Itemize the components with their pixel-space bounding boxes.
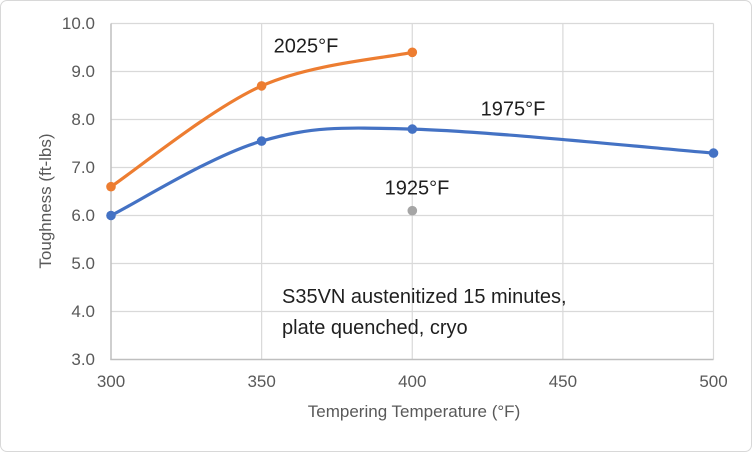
- data-point-1975f: [407, 124, 418, 134]
- series-line-1975f: [109, 126, 716, 218]
- data-point-1975f: [256, 136, 267, 146]
- y-tick-label: 5.0: [71, 253, 95, 273]
- data-point-2025f: [256, 81, 267, 91]
- series-label-1925f: 1925°F: [384, 177, 450, 200]
- data-point-1925f: [407, 205, 418, 216]
- y-tick-label: 10.0: [61, 13, 95, 33]
- annotation-line-1: S35VN austenitized 15 minutes,: [282, 286, 567, 308]
- y-tick-label: 8.0: [71, 109, 95, 129]
- y-tick-label: 9.0: [71, 61, 95, 81]
- y-axis-title: Toughness (ft-lbs): [36, 133, 55, 269]
- series-label-1975f: 1975°F: [480, 98, 546, 121]
- annotation-line-2: plate quenched, cryo: [282, 317, 468, 339]
- data-point-1975f: [708, 148, 719, 158]
- series-label-2025f: 2025°F: [273, 35, 339, 58]
- x-tick-label: 500: [699, 372, 728, 391]
- x-tick-label: 350: [247, 372, 276, 391]
- y-tick-label: 6.0: [71, 205, 95, 225]
- x-tick-label: 400: [398, 372, 427, 391]
- x-tick-label: 300: [96, 372, 126, 391]
- chart-annotation: S35VN austenitized 15 minutes, plate que…: [282, 282, 567, 344]
- y-tick-label: 7.0: [71, 157, 95, 177]
- data-point-1975f: [106, 210, 116, 221]
- x-axis-title: Tempering Temperature (°F): [307, 402, 521, 421]
- data-point-2025f: [407, 47, 418, 58]
- y-tick-label: 3.0: [71, 349, 95, 369]
- x-tick-label: 450: [548, 372, 578, 391]
- data-point-2025f: [106, 181, 116, 192]
- y-tick-label: 4.0: [71, 301, 95, 321]
